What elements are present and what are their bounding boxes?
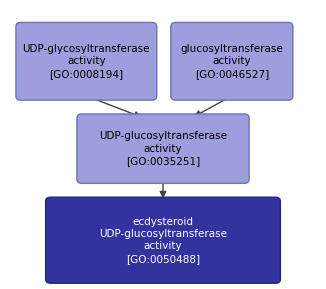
- FancyBboxPatch shape: [77, 114, 249, 183]
- FancyBboxPatch shape: [46, 197, 280, 283]
- Text: ecdysteroid
UDP-glucosyltransferase
activity
[GO:0050488]: ecdysteroid UDP-glucosyltransferase acti…: [99, 217, 227, 264]
- FancyBboxPatch shape: [171, 23, 293, 100]
- Text: UDP-glucosyltransferase
activity
[GO:0035251]: UDP-glucosyltransferase activity [GO:003…: [99, 131, 227, 166]
- Text: glucosyltransferase
activity
[GO:0046527]: glucosyltransferase activity [GO:0046527…: [181, 44, 283, 79]
- FancyBboxPatch shape: [16, 23, 157, 100]
- Text: UDP-glycosyltransferase
activity
[GO:0008194]: UDP-glycosyltransferase activity [GO:000…: [22, 44, 150, 79]
